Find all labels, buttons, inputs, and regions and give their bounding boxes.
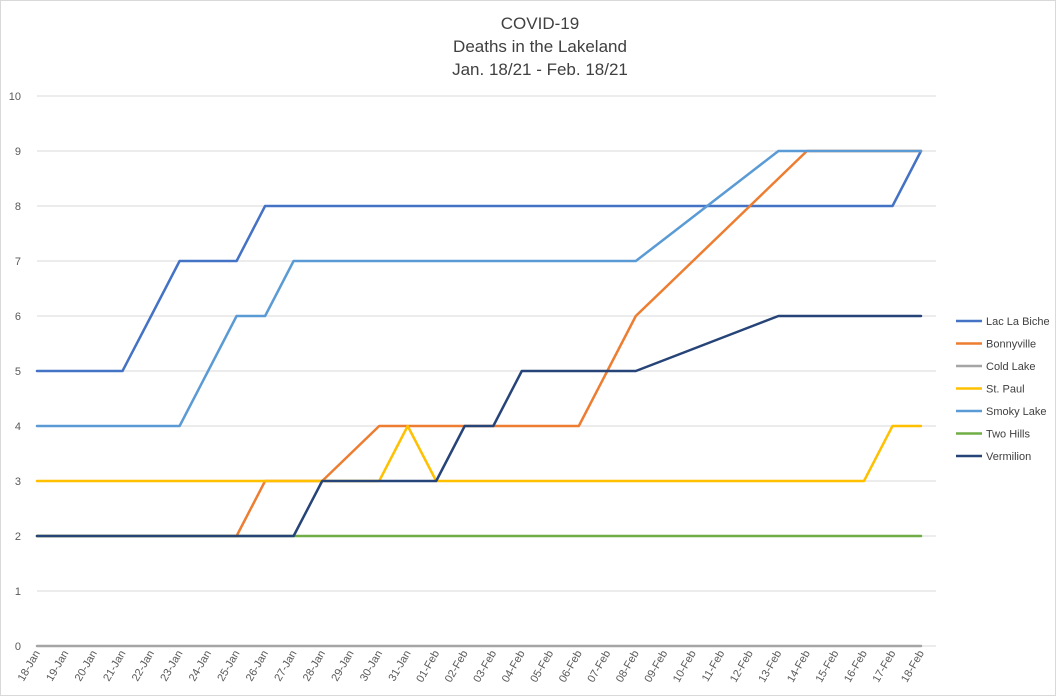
legend-label-two-hills: Two Hills	[986, 429, 1031, 441]
x-tick-label: 02-Feb	[443, 648, 471, 684]
y-tick-label: 3	[15, 476, 21, 488]
x-tick-label: 28-Jan	[301, 648, 328, 683]
x-tick-label: 18-Feb	[899, 648, 927, 684]
x-tick-label: 14-Feb	[785, 648, 813, 684]
y-tick-label: 4	[15, 421, 21, 433]
series-line-lac-la-biche	[35, 149, 923, 373]
x-tick-label: 10-Feb	[671, 648, 699, 684]
y-tick-label: 6	[15, 311, 21, 323]
y-tick-label: 2	[15, 531, 21, 543]
x-tick-label: 15-Feb	[814, 648, 842, 684]
legend-label-cold-lake: Cold Lake	[986, 361, 1036, 373]
chart-title-line-3: Jan. 18/21 - Feb. 18/21	[452, 60, 628, 79]
x-tick-label: 19-Jan	[44, 648, 71, 683]
x-tick-label: 26-Jan	[244, 648, 271, 683]
y-tick-label: 9	[15, 146, 21, 158]
legend-label-vermilion: Vermilion	[986, 451, 1031, 463]
legend-label-lac-la-biche: Lac La Biche	[986, 316, 1050, 328]
x-tick-label: 17-Feb	[871, 648, 899, 684]
series-line-st-paul	[35, 424, 923, 483]
series-line-vermilion	[35, 314, 923, 538]
x-tick-label: 09-Feb	[642, 648, 670, 684]
x-tick-label: 07-Feb	[585, 648, 613, 684]
y-tick-label: 8	[15, 201, 21, 213]
x-tick-label: 31-Jan	[386, 648, 413, 683]
x-tick-label: 12-Feb	[728, 648, 756, 684]
x-tick-label: 01-Feb	[414, 648, 442, 684]
y-tick-label: 0	[15, 641, 21, 653]
series-line-smoky-lake	[35, 149, 923, 428]
x-tick-label: 25-Jan	[215, 648, 242, 683]
legend-label-bonnyville: Bonnyville	[986, 339, 1036, 351]
y-tick-label: 1	[15, 586, 21, 598]
chart-title-line-1: COVID-19	[501, 14, 579, 33]
x-tick-label: 03-Feb	[471, 648, 499, 684]
x-tick-label: 04-Feb	[500, 648, 528, 684]
x-tick-label: 21-Jan	[101, 648, 128, 683]
x-tick-label: 08-Feb	[614, 648, 642, 684]
x-tick-label: 20-Jan	[73, 648, 100, 683]
legend-label-st-paul: St. Paul	[986, 384, 1025, 396]
chart-title-line-2: Deaths in the Lakeland	[453, 37, 627, 56]
y-tick-label: 7	[15, 256, 21, 268]
x-tick-label: 24-Jan	[187, 648, 214, 683]
y-tick-label: 5	[15, 366, 21, 378]
x-tick-label: 06-Feb	[557, 648, 585, 684]
y-tick-label: 10	[9, 91, 21, 103]
x-tick-label: 11-Feb	[700, 648, 727, 683]
x-tick-label: 29-Jan	[329, 648, 356, 683]
x-tick-label: 23-Jan	[158, 648, 185, 683]
x-tick-label: 22-Jan	[130, 648, 157, 683]
legend-label-smoky-lake: Smoky Lake	[986, 406, 1047, 418]
x-tick-label: 13-Feb	[757, 648, 785, 684]
x-tick-label: 05-Feb	[528, 648, 556, 684]
x-tick-label: 30-Jan	[358, 648, 385, 683]
x-tick-label: 27-Jan	[272, 648, 299, 683]
x-tick-label: 16-Feb	[842, 648, 870, 684]
x-tick-label: 18-Jan	[16, 648, 43, 683]
series-line-bonnyville	[35, 149, 923, 538]
